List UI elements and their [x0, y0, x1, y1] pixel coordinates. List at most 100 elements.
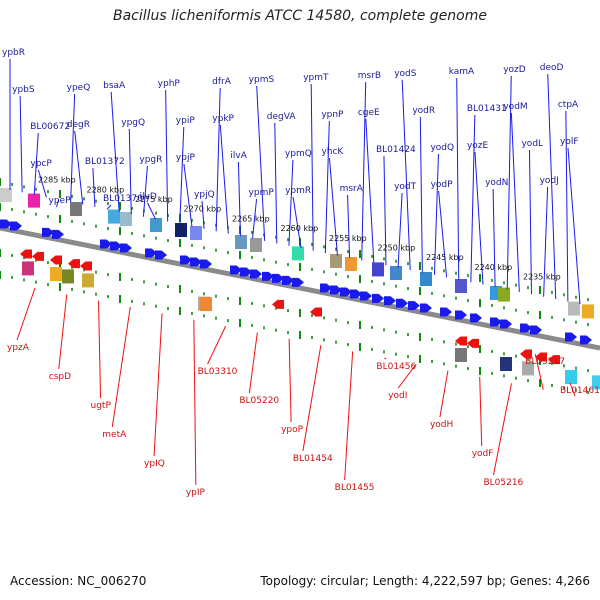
feature-box — [292, 246, 304, 261]
feature-box — [28, 193, 40, 208]
top-gene-label: deoD — [540, 63, 564, 73]
scale-label: 2250 kbp — [378, 244, 416, 253]
label-leader-line — [328, 157, 338, 256]
scale-label: 2285 kbp — [38, 176, 76, 185]
feature-box — [582, 304, 594, 319]
forward-gene-arrow — [190, 257, 202, 267]
scale-label: 2240 kbp — [475, 263, 513, 272]
top-gene-label: ypiP — [176, 116, 196, 126]
label-leader-line — [215, 87, 221, 232]
feature-box — [498, 287, 510, 302]
forward-gene-arrow — [240, 267, 252, 277]
top-gene-label: yodT — [394, 182, 417, 192]
forward-gene-arrow — [520, 323, 532, 333]
feature-box — [455, 279, 467, 293]
top-gene-label: yozE — [467, 141, 489, 151]
feature-box — [120, 212, 132, 226]
forward-gene-arrow — [396, 298, 408, 308]
feature-box — [455, 348, 467, 362]
label-leader-line — [324, 120, 330, 254]
top-gene-label: yodS — [394, 69, 417, 79]
top-gene-label: ypeQ — [67, 83, 91, 93]
label-leader-line — [33, 132, 39, 195]
map-title: Bacillus licheniformis ATCC 14580, compl… — [113, 8, 487, 24]
forward-gene-arrow — [272, 273, 284, 283]
scale-label: 2265 kbp — [232, 214, 270, 223]
top-gene-label: ypjQ — [194, 190, 215, 200]
forward-gene-arrow — [440, 307, 452, 317]
forward-gene-arrow — [530, 325, 542, 335]
label-leader-line — [492, 188, 496, 288]
label-leader-line — [543, 186, 549, 297]
label-leader-line — [310, 83, 314, 251]
gene-arrows — [0, 219, 592, 365]
forward-gene-arrow — [250, 269, 262, 279]
label-leader-line — [528, 149, 532, 295]
reverse-gene-arrow — [80, 261, 92, 271]
feature-box — [568, 301, 580, 316]
label-leader-line — [70, 93, 76, 203]
label-leader-line — [288, 338, 292, 423]
top-gene-label: ypjP — [176, 153, 196, 163]
label-leader-line — [58, 294, 68, 370]
top-gene-label: bsaA — [103, 81, 126, 91]
reverse-gene-arrow — [520, 349, 532, 359]
top-gene-label: yhcK — [321, 147, 344, 157]
feature-box — [345, 257, 357, 271]
reverse-gene-arrow — [467, 338, 479, 348]
label-leader-line — [510, 112, 520, 292]
bottom-gene-label: BL01456 — [376, 362, 416, 372]
forward-gene-arrow — [262, 271, 274, 281]
label-leader-line — [147, 202, 156, 220]
feature-box — [250, 238, 262, 252]
feature-box — [330, 254, 342, 268]
bottom-gene-label: ypIP — [186, 488, 206, 498]
feature-box — [0, 188, 12, 202]
reverse-gene-arrow — [32, 251, 44, 261]
accession-text: Accession: NC_006270 — [10, 574, 147, 588]
bottom-gene-label: BL01455 — [335, 483, 375, 493]
label-leader-line — [456, 77, 460, 280]
top-gene-label: ypmQ — [285, 149, 312, 159]
scale-label: 2260 kbp — [281, 224, 319, 233]
label-leader-line — [439, 370, 449, 418]
forward-gene-arrow — [10, 221, 22, 231]
label-leader-line — [288, 159, 294, 246]
scale-label: 2245 kbp — [426, 253, 464, 262]
tick-rows — [0, 178, 589, 395]
feature-box — [235, 235, 247, 249]
top-gene-label: BL01424 — [376, 145, 416, 155]
forward-gene-arrow — [340, 287, 352, 297]
reverse-gene-arrow — [68, 259, 80, 269]
bottom-gene-label: yodF — [472, 449, 494, 459]
forward-gene-arrow — [200, 259, 212, 269]
feature-box — [50, 267, 62, 281]
label-leader-line — [274, 122, 278, 244]
forward-gene-arrow — [230, 265, 242, 275]
top-gene-label: yozD — [503, 65, 526, 75]
label-leader-line — [110, 91, 120, 212]
top-gene-label: ypmS — [249, 75, 275, 85]
label-leader-line — [74, 130, 84, 205]
top-gene-label: BL01431 — [467, 104, 507, 114]
label-leader-line — [106, 204, 112, 210]
top-gene-label: yodJ — [540, 176, 559, 186]
label-leader-line — [347, 194, 351, 258]
top-gene-label: ypgR — [139, 155, 162, 165]
top-gene-label: yodQ — [430, 143, 454, 153]
label-leader-line — [153, 313, 163, 457]
label-leader-line — [16, 287, 36, 341]
reverse-gene-arrow — [272, 299, 284, 309]
bottom-gene-label: BL05216 — [483, 478, 523, 488]
bottom-gene-label: BL05217 — [525, 357, 565, 367]
bottom-gene-label: ypIQ — [144, 459, 165, 469]
bottom-gene-label: yodH — [430, 420, 453, 430]
forward-gene-arrow — [282, 275, 294, 285]
label-leader-line — [433, 153, 439, 275]
top-gene-label: yodR — [412, 106, 435, 116]
top-gene-label: ypgQ — [121, 118, 145, 128]
bottom-gene-label: metA — [102, 430, 127, 440]
forward-gene-arrow — [155, 250, 167, 260]
forward-gene-arrow — [408, 301, 420, 311]
top-gene-label: BL01372 — [85, 157, 125, 167]
